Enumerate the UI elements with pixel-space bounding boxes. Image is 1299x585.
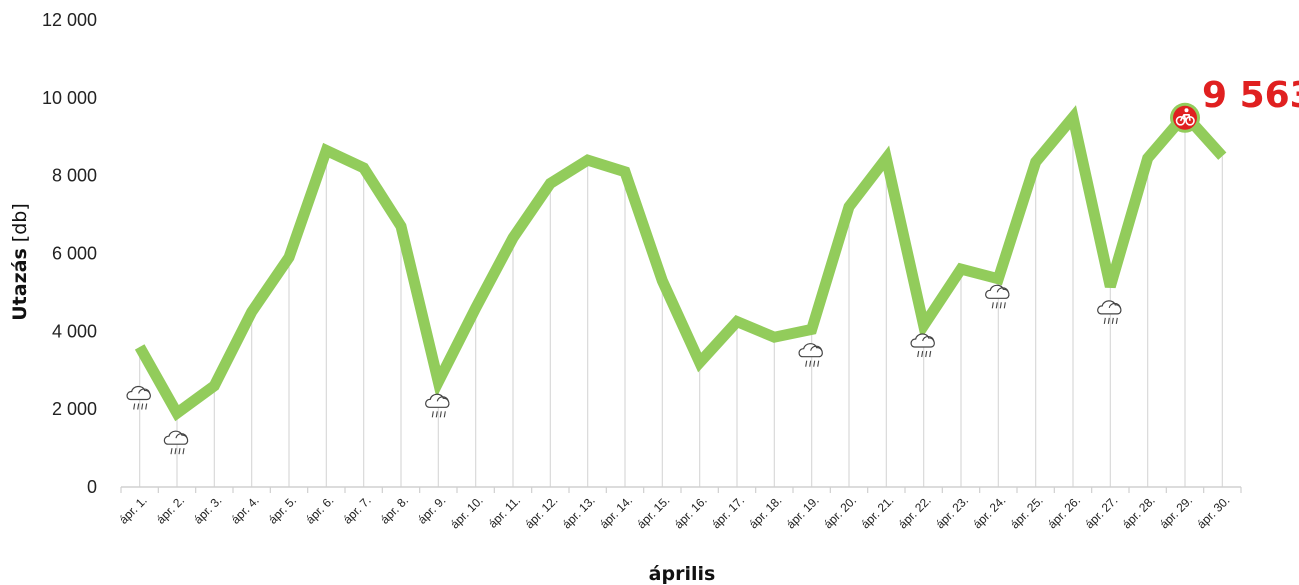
x-tick-label: ápr. 21. — [858, 493, 896, 531]
y-tick-label: 2 000 — [52, 399, 97, 419]
x-tick-label: ápr. 11. — [486, 493, 524, 531]
rain-cloud-icon — [1097, 300, 1122, 324]
x-tick-label: ápr. 13. — [560, 493, 598, 531]
x-tick-label: ápr. 22. — [896, 493, 934, 531]
rain-cloud-icon — [126, 385, 151, 410]
x-tick-label: ápr. 9. — [415, 493, 448, 526]
x-tick-label: ápr. 5. — [266, 493, 299, 526]
x-tick-label: ápr. 2. — [154, 493, 187, 526]
x-tick-label: ápr. 29. — [1157, 493, 1195, 531]
bicycle-icon — [1170, 102, 1200, 133]
series-line — [134, 105, 1227, 422]
y-tick-label: 10 000 — [42, 88, 97, 108]
highlight-value-label: 9 563 — [1202, 75, 1299, 116]
x-tick-label: ápr. 8. — [378, 493, 411, 526]
x-tick-label: ápr. 16. — [672, 493, 710, 531]
x-axis-label: április — [649, 563, 716, 585]
x-tick-label: ápr. 6. — [303, 493, 336, 526]
x-tick-label: ápr. 30. — [1194, 493, 1232, 531]
x-tick-label: ápr. 26. — [1045, 493, 1083, 531]
x-tick-label: ápr. 3. — [191, 493, 224, 526]
y-axis-label-unit: [db] — [9, 203, 31, 242]
x-axis-ticks: ápr. 1. ápr. 2. ápr. 3. ápr. 4. ápr. 5. ápr. … — [116, 487, 1242, 531]
x-tick-label: ápr. 25. — [1008, 493, 1046, 531]
y-tick-label: 6 000 — [52, 244, 97, 264]
x-tick-label: ápr. 14. — [597, 493, 635, 531]
y-tick-label: 12 000 — [42, 10, 97, 30]
x-tick-label: ápr. 17. — [709, 493, 747, 531]
rain-cloud-icon — [910, 333, 935, 358]
y-axis-label: Utazás [db] — [9, 203, 31, 321]
y-axis-label-bold: Utazás — [9, 248, 31, 321]
rain-cloud-icon — [985, 284, 1010, 309]
x-tick-label: ápr. 20. — [821, 493, 859, 531]
x-tick-label: ápr. 7. — [340, 493, 373, 526]
x-tick-label: ápr. 28. — [1120, 493, 1158, 531]
rain-cloud-icon — [425, 393, 450, 418]
rain-icons — [126, 284, 1122, 455]
rain-cloud-icon — [798, 343, 823, 367]
rain-cloud-icon — [163, 430, 189, 455]
y-tick-label: 4 000 — [52, 321, 97, 341]
y-axis-ticks: 0 2 000 4 000 6 000 8 000 10 000 12 000 — [42, 10, 97, 497]
x-tick-label: ápr. 18. — [746, 493, 784, 531]
x-tick-label: ápr. 27. — [1082, 493, 1120, 531]
drop-lines — [139, 114, 1223, 487]
x-tick-label: ápr. 12. — [522, 493, 560, 531]
x-tick-label: ápr. 24. — [970, 493, 1008, 531]
y-tick-label: 0 — [87, 477, 97, 497]
highlight-marker — [1170, 102, 1200, 133]
y-tick-label: 8 000 — [52, 166, 97, 186]
x-tick-label: ápr. 1. — [116, 493, 149, 526]
x-tick-label: ápr. 15. — [634, 493, 672, 531]
x-tick-label: ápr. 19. — [784, 493, 822, 531]
x-tick-label: ápr. 4. — [228, 493, 261, 526]
x-tick-label: ápr. 10. — [448, 493, 486, 531]
x-tick-label: ápr. 23. — [933, 493, 971, 531]
